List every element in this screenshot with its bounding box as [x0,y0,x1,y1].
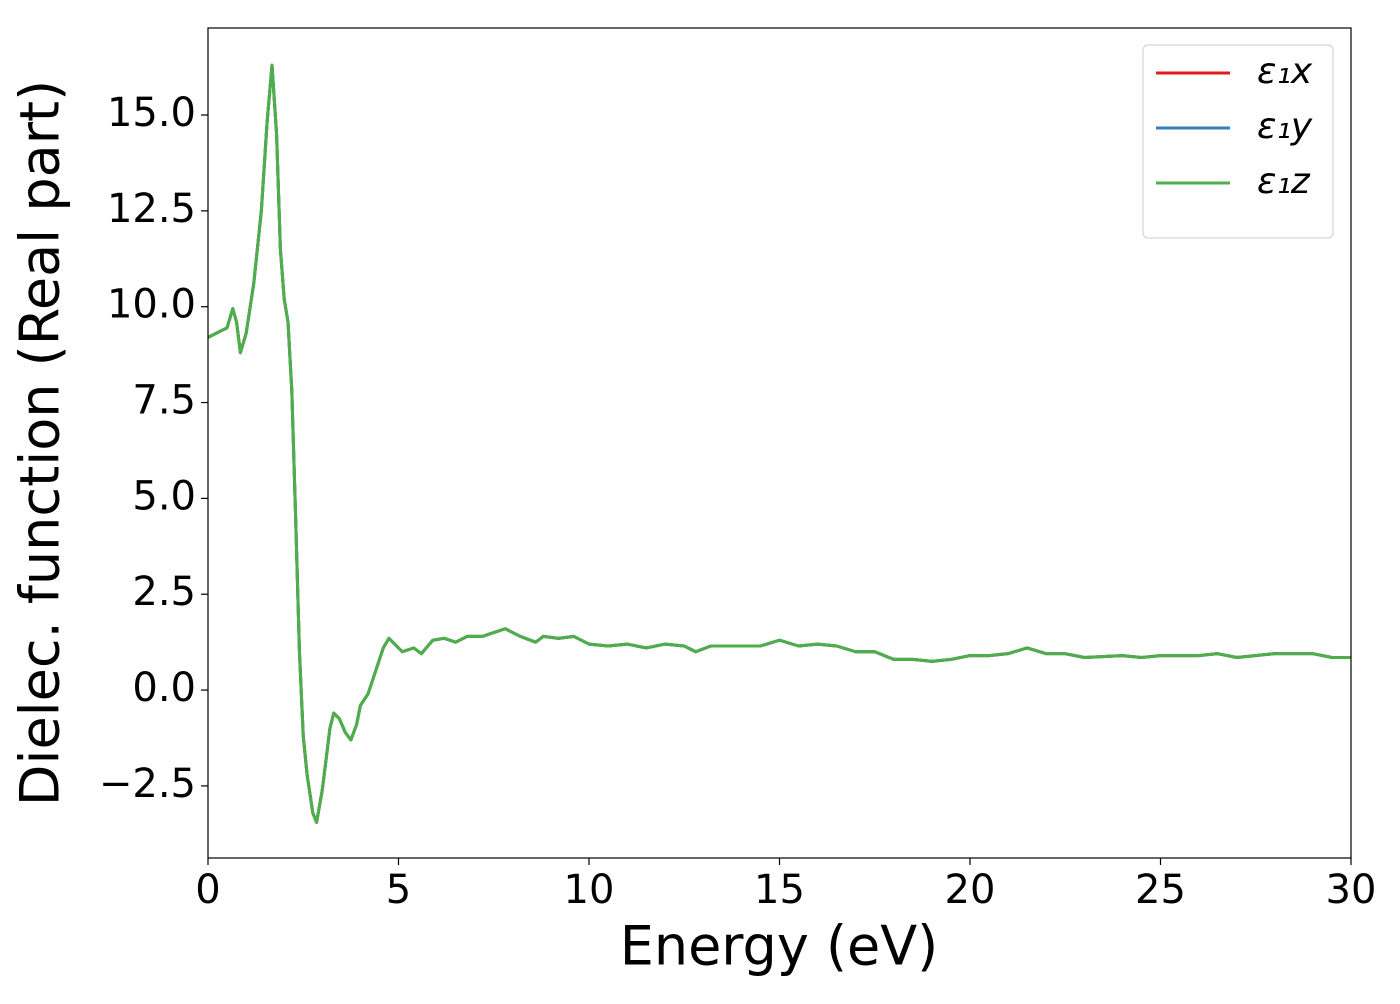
y-tick-label: 5.0 [132,473,196,519]
x-axis-label: Energy (eV) [620,915,939,978]
x-tick-label: 25 [1135,867,1186,913]
data-line [208,63,1351,824]
y-tick-label: 15.0 [107,90,196,136]
x-tick-label: 15 [754,867,805,913]
x-tick-label: 10 [564,867,615,913]
legend-label: ε₁z [1257,161,1311,202]
y-tick-label: 10.0 [107,282,196,328]
y-tick-label: 12.5 [107,186,196,232]
x-tick-label: 20 [945,867,996,913]
y-tick-label: 7.5 [132,378,196,424]
legend-label: ε₁y [1257,106,1313,147]
legend-box [1142,44,1334,239]
legend-label: ε₁x [1257,51,1313,92]
x-tick-label: 5 [386,867,411,913]
x-tick-label: 30 [1326,867,1377,913]
plot-frame [207,27,1352,859]
y-tick-label: −2.5 [99,761,196,807]
y-tick-label: 0.0 [132,665,196,711]
y-axis-label: Dielec. function (Real part) [9,80,72,806]
x-tick-label: 0 [195,867,220,913]
y-tick-label: 2.5 [132,569,196,615]
